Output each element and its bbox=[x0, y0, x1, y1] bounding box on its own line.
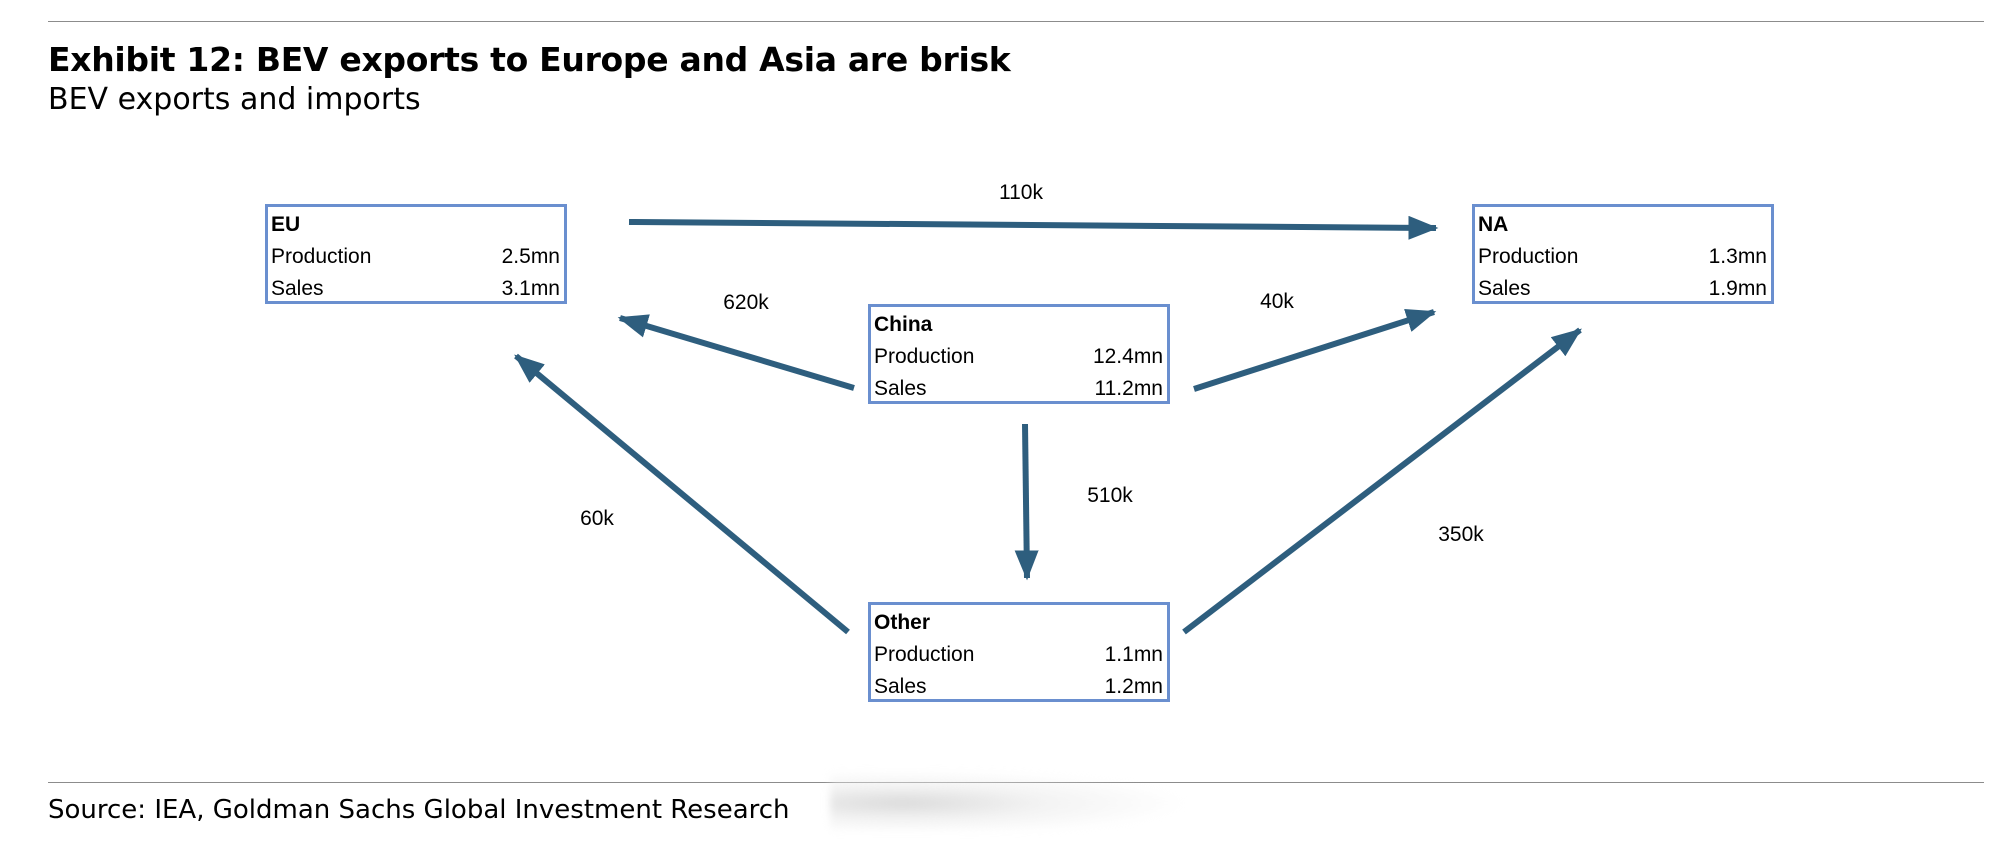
node-other-sales-value: 1.2mn bbox=[1104, 675, 1163, 698]
exhibit-subtitle: BEV exports and imports bbox=[48, 82, 421, 117]
node-china-sales-label: Sales bbox=[874, 377, 927, 400]
node-eu-sales-row: Sales 3.1mn bbox=[271, 273, 560, 305]
flow-label-other-to-na: 350k bbox=[1438, 523, 1484, 546]
arrow-eu-to-na bbox=[628, 215, 1439, 240]
node-na-production-value: 1.3mn bbox=[1708, 245, 1767, 268]
top-rule bbox=[48, 21, 1984, 22]
flow-label-china-to-eu: 620k bbox=[723, 291, 769, 314]
node-na-name: NA bbox=[1478, 213, 1509, 236]
exhibit-title: Exhibit 12: BEV exports to Europe and As… bbox=[48, 40, 1011, 79]
flow-label-china-to-other: 510k bbox=[1087, 484, 1133, 507]
node-china: China Production 12.4mn Sales 11.2mn bbox=[868, 304, 1170, 404]
node-china-production-row: Production 12.4mn bbox=[874, 341, 1163, 373]
node-na-sales-row: Sales 1.9mn bbox=[1478, 273, 1767, 305]
node-na-production-row: Production 1.3mn bbox=[1478, 241, 1767, 273]
flow-label-eu-to-na: 110k bbox=[999, 181, 1043, 204]
node-na: NA Production 1.3mn Sales 1.9mn bbox=[1472, 204, 1774, 304]
node-na-sales-value: 1.9mn bbox=[1708, 277, 1767, 300]
node-china-sales-value: 11.2mn bbox=[1094, 377, 1164, 400]
node-eu-production-value: 2.5mn bbox=[501, 245, 560, 268]
arrow-other-to-na bbox=[1182, 327, 1582, 635]
arrow-other-to-eu bbox=[514, 353, 850, 635]
node-eu: EU Production 2.5mn Sales 3.1mn bbox=[265, 204, 567, 304]
flow-label-other-to-eu: 60k bbox=[580, 507, 614, 530]
node-other-production-label: Production bbox=[874, 643, 975, 666]
node-na-sales-label: Sales bbox=[1478, 277, 1531, 300]
watermark-smudge bbox=[830, 770, 1190, 830]
node-other-production-row: Production 1.1mn bbox=[874, 639, 1163, 671]
flow-label-china-to-na: 40k bbox=[1260, 290, 1294, 313]
node-china-sales-row: Sales 11.2mn bbox=[874, 373, 1163, 405]
arrow-china-to-eu bbox=[617, 314, 855, 391]
node-other-sales-row: Sales 1.2mn bbox=[874, 671, 1163, 703]
node-eu-name: EU bbox=[271, 213, 301, 236]
node-china-production-value: 12.4mn bbox=[1092, 345, 1163, 368]
node-eu-production-label: Production bbox=[271, 245, 372, 268]
node-other: Other Production 1.1mn Sales 1.2mn bbox=[868, 602, 1170, 702]
arrow-china-to-other bbox=[1014, 423, 1039, 581]
node-china-name: China bbox=[874, 313, 933, 336]
node-other-name: Other bbox=[874, 611, 931, 634]
source-note: Source: IEA, Goldman Sachs Global Invest… bbox=[48, 795, 790, 825]
node-other-production-value: 1.1mn bbox=[1104, 643, 1163, 666]
node-na-production-label: Production bbox=[1478, 245, 1579, 268]
node-eu-production-row: Production 2.5mn bbox=[271, 241, 560, 273]
node-china-production-label: Production bbox=[874, 345, 975, 368]
arrow-china-to-na bbox=[1193, 309, 1437, 392]
node-eu-sales-label: Sales bbox=[271, 277, 324, 300]
node-eu-sales-value: 3.1mn bbox=[501, 277, 560, 300]
node-other-sales-label: Sales bbox=[874, 675, 927, 698]
